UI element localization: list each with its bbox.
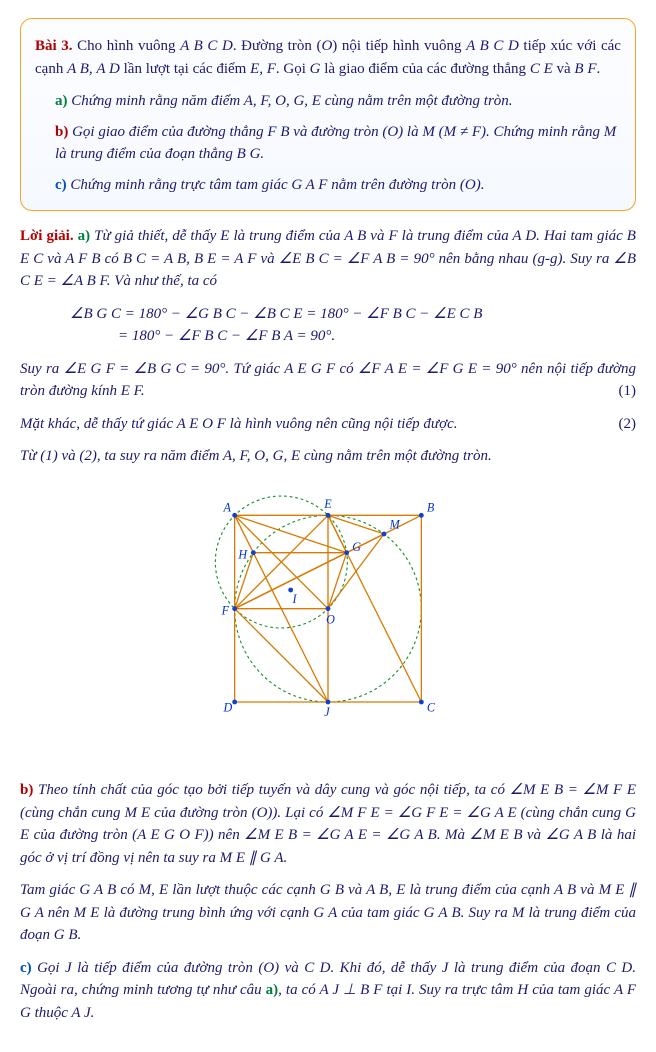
- part-b-text: Gọi giao điểm của đường thẳng F B và đườ…: [55, 124, 616, 163]
- svg-text:E: E: [323, 496, 332, 510]
- part-b-label: b): [55, 124, 68, 140]
- svg-text:F: F: [221, 603, 230, 617]
- svg-text:B: B: [427, 500, 435, 514]
- svg-text:J: J: [324, 705, 330, 719]
- part-c-text: Chứng minh rằng trực tâm tam giác G A F …: [70, 177, 484, 193]
- svg-text:D: D: [222, 700, 232, 714]
- equation-block: ∠B G C = 180° − ∠G B C − ∠B C E = 180° −…: [70, 303, 636, 348]
- geometry-svg: A B C D E F O J G M I H: [188, 478, 468, 758]
- svg-text:A: A: [222, 500, 231, 514]
- part-c-label: c): [55, 177, 67, 193]
- eqnum-1: (1): [619, 380, 637, 403]
- svg-text:C: C: [427, 700, 436, 714]
- sol-a-label: a): [78, 228, 91, 244]
- part-a: a) Chứng minh rằng năm điểm A, F, O, G, …: [55, 90, 621, 113]
- part-a-text: Chứng minh rằng năm điểm A, F, O, G, E c…: [71, 93, 512, 109]
- eqnum-2: (2): [619, 413, 637, 436]
- sol-b-label: b): [20, 782, 33, 798]
- solution-b-p1: b) Theo tính chất của góc tạo bởi tiếp t…: [20, 779, 636, 869]
- svg-text:O: O: [326, 612, 335, 626]
- part-c: c) Chứng minh rằng trực tâm tam giác G A…: [55, 174, 621, 197]
- solution-a-p2: Suy ra ∠E G F = ∠B G C = 90°. Tứ giác A …: [20, 358, 636, 403]
- problem-label: Bài 3.: [35, 38, 73, 54]
- sol-c-label: c): [20, 960, 32, 976]
- svg-text:H: H: [237, 547, 248, 561]
- solution-a-p4: Từ (1) và (2), ta suy ra năm điểm A, F, …: [20, 445, 636, 468]
- problem-statement: Bài 3. Cho hình vuông A B C D. Đường trò…: [35, 35, 621, 80]
- svg-text:M: M: [389, 517, 401, 531]
- geometry-figure: A B C D E F O J G M I H: [20, 478, 636, 766]
- solution-a-p3: Mặt khác, dễ thấy tứ giác A E O F là hìn…: [20, 413, 636, 436]
- eq-line1: ∠B G C = 180° − ∠G B C − ∠B C E = 180° −…: [70, 303, 636, 326]
- sol-a-p1-text: Từ giả thiết, dễ thấy E là trung điểm củ…: [20, 228, 636, 289]
- solution-c-p1: c) Gọi J là tiếp điểm của đường tròn (O)…: [20, 957, 636, 1025]
- problem-box: Bài 3. Cho hình vuông A B C D. Đường trò…: [20, 18, 636, 211]
- svg-text:G: G: [352, 539, 361, 553]
- solution-a-p1: Lời giải. a) Từ giả thiết, dễ thấy E là …: [20, 225, 636, 293]
- part-b: b) Gọi giao điểm của đường thẳng F B và …: [55, 121, 621, 166]
- parts-list: a) Chứng minh rằng năm điểm A, F, O, G, …: [35, 90, 621, 196]
- eq-line2: = 180° − ∠F B C − ∠F B A = 90°.: [70, 325, 636, 348]
- part-a-label: a): [55, 93, 68, 109]
- svg-text:I: I: [292, 592, 298, 606]
- solution-title: Lời giải.: [20, 228, 74, 244]
- solution-b-p2: Tam giác G A B có M, E lần lượt thuộc cá…: [20, 879, 636, 947]
